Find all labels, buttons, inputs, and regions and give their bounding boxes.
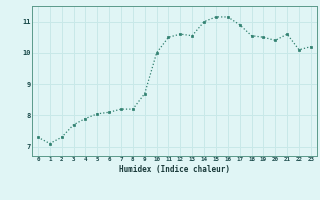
X-axis label: Humidex (Indice chaleur): Humidex (Indice chaleur) — [119, 165, 230, 174]
